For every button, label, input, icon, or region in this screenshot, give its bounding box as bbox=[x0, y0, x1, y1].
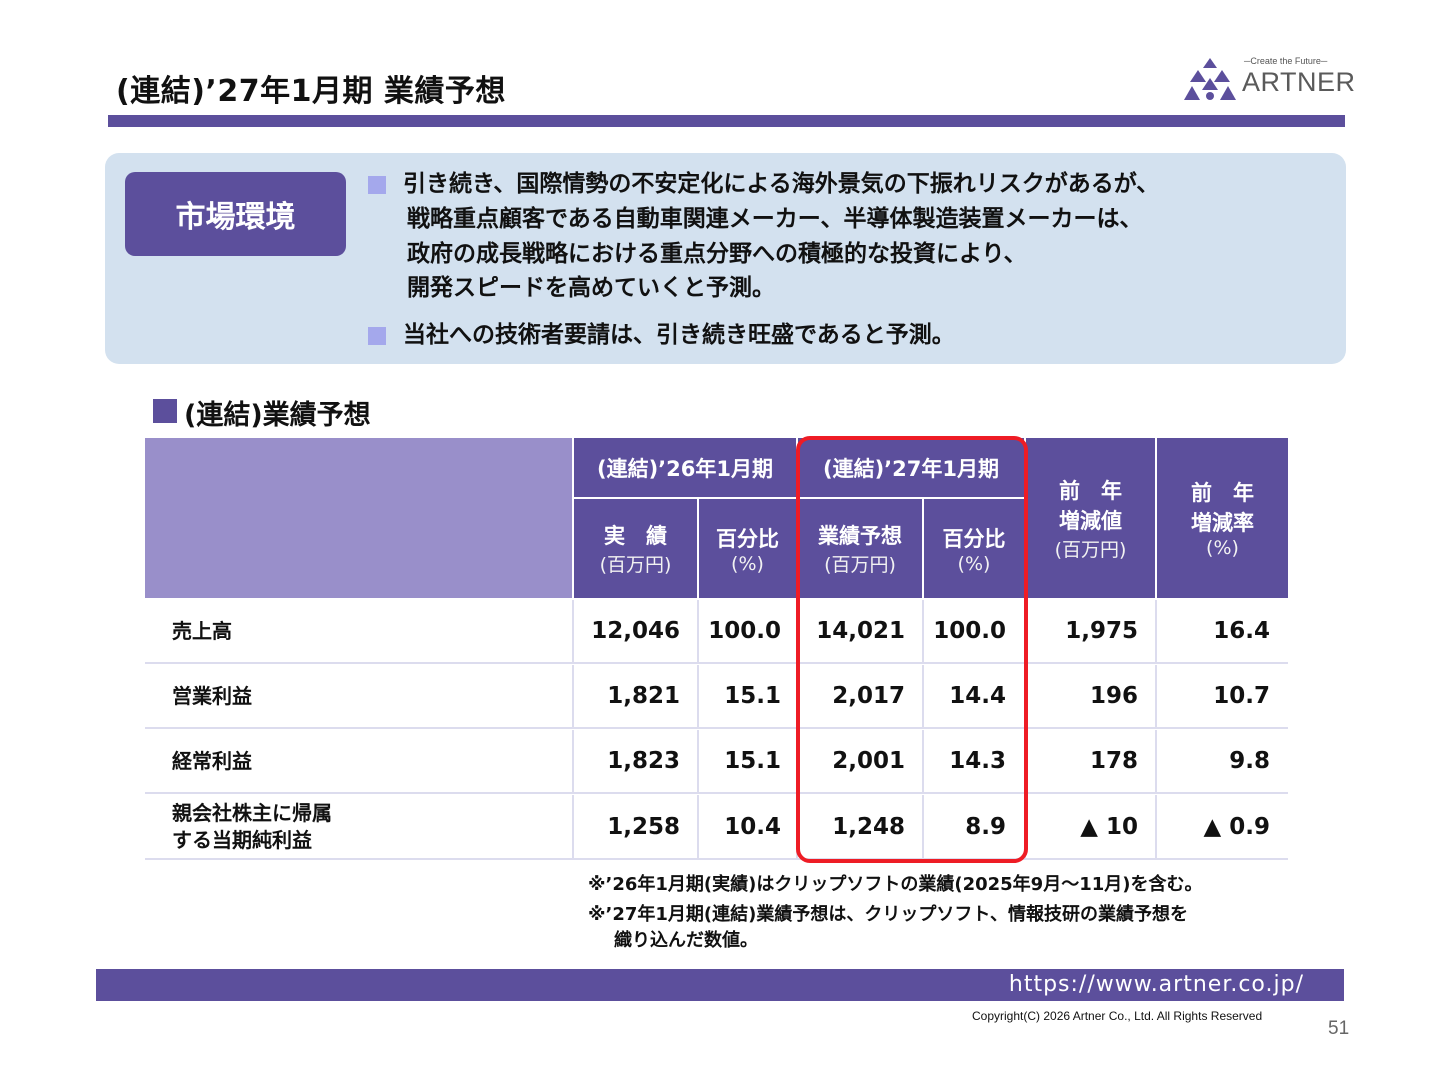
col-actual-label: 実 績 bbox=[604, 524, 667, 548]
cell-yoy-value: 1,975 bbox=[1065, 618, 1138, 644]
artner-logo-icon bbox=[1184, 58, 1236, 100]
col-yoy-value: 前 年 増減値 (百万円) bbox=[1026, 438, 1155, 598]
table-row-operating-profit: 営業利益 1,821 15.1 2,017 14.4 196 10.7 bbox=[145, 665, 1288, 729]
col-group-fy27-label: (連結)’27年1月期 bbox=[822, 456, 999, 481]
table-row-sales: 売上高 12,046 100.0 14,021 100.0 1,975 16.4 bbox=[145, 600, 1288, 664]
section-square-icon bbox=[153, 399, 177, 423]
title-underline bbox=[108, 115, 1345, 127]
cell-actual: 1,823 bbox=[607, 748, 680, 774]
copyright: Copyright(C) 2026 Artner Co., Ltd. All R… bbox=[972, 1009, 1263, 1023]
row-label: 営業利益 bbox=[145, 665, 572, 727]
cell-forecast: 14,021 bbox=[816, 618, 905, 644]
note-2-continued: 織り込んだ数値。 bbox=[614, 930, 758, 951]
col-yoy-rate-line1: 前 年 bbox=[1191, 481, 1254, 505]
market-environment-label: 市場環境 bbox=[125, 172, 346, 256]
col-ratio-fy26: 百分比 (%) bbox=[699, 499, 796, 598]
cell-forecast: 2,017 bbox=[832, 683, 905, 709]
col-forecast-label: 業績予想 bbox=[818, 524, 902, 548]
col-yoy-value-line2: 増減値 bbox=[1059, 508, 1122, 533]
cell-ratio-fy27: 14.4 bbox=[949, 683, 1006, 709]
logo-tagline: ─Create the Future─ bbox=[1244, 56, 1328, 66]
cell-ratio-fy27: 14.3 bbox=[949, 748, 1006, 774]
cell-yoy-value: 196 bbox=[1089, 683, 1138, 709]
cell-yoy-value: 178 bbox=[1089, 748, 1138, 774]
table-row-ordinary-profit: 経常利益 1,823 15.1 2,001 14.3 178 9.8 bbox=[145, 730, 1288, 794]
col-forecast-unit: (百万円) bbox=[824, 554, 896, 576]
note-2: ※’27年1月期(連結)業績予想は、クリップソフト、情報技研の業績予想を bbox=[588, 904, 1189, 925]
market-bullet-1-line-4: 開発スピードを高めていくと予測。 bbox=[407, 275, 775, 301]
cell-yoy-value: ▲ 10 bbox=[1080, 813, 1138, 840]
cell-actual: 1,258 bbox=[607, 813, 680, 840]
forecast-highlight-frame bbox=[796, 436, 1028, 863]
col-ratio-fy27-unit: (%) bbox=[957, 552, 991, 575]
row-label: 親会社株主に帰属 する当期純利益 bbox=[145, 795, 572, 858]
cell-yoy-rate: 9.8 bbox=[1229, 748, 1270, 774]
cell-yoy-rate: ▲ 0.9 bbox=[1203, 813, 1270, 840]
cell-yoy-rate: 16.4 bbox=[1213, 618, 1270, 644]
col-ratio-fy27-label: 百分比 bbox=[942, 526, 1006, 551]
col-yoy-value-line1: 前 年 bbox=[1059, 478, 1122, 503]
page-number: 51 bbox=[1328, 1018, 1350, 1039]
company-logo: ─Create the Future─ ARTNER bbox=[1184, 56, 1355, 104]
col-group-fy27: (連結)’27年1月期 bbox=[798, 438, 1024, 497]
row-label-text: 営業利益 bbox=[172, 683, 252, 708]
cell-forecast: 2,001 bbox=[832, 748, 905, 774]
col-group-fy26-label: (連結)’26年1月期 bbox=[596, 456, 773, 481]
cell-ratio-fy27: 8.9 bbox=[965, 813, 1006, 840]
cell-ratio-fy26: 100.0 bbox=[708, 618, 781, 644]
logo-name: ARTNER bbox=[1242, 67, 1356, 97]
bullet-square-icon bbox=[368, 176, 386, 194]
note-1: ※’26年1月期(実績)はクリップソフトの業績(2025年9月～11月)を含む。 bbox=[588, 874, 1203, 895]
row-label-line1: 親会社株主に帰属 bbox=[172, 800, 332, 825]
row-label: 経常利益 bbox=[145, 730, 572, 792]
col-ratio-fy26-unit: (%) bbox=[731, 552, 764, 575]
table-header-blank bbox=[145, 438, 572, 598]
cell-ratio-fy26: 10.4 bbox=[724, 813, 781, 840]
footer-url-link[interactable]: https://www.artner.co.jp/ bbox=[1008, 972, 1304, 997]
market-bullet-2: 当社への技術者要請は、引き続き旺盛であると予測。 bbox=[403, 322, 955, 348]
col-group-fy26: (連結)’26年1月期 bbox=[574, 438, 796, 497]
row-label-text: 売上高 bbox=[172, 618, 232, 643]
row-label-line2: する当期純利益 bbox=[172, 827, 312, 852]
bullet-square-icon bbox=[368, 327, 386, 345]
market-bullet-1-line-1: 引き続き、国際情勢の不安定化による海外景気の下振れリスクがあるが、 bbox=[403, 171, 1160, 197]
col-yoy-rate-line2: 増減率 bbox=[1191, 511, 1254, 535]
cell-ratio-fy26: 15.1 bbox=[724, 748, 781, 774]
market-bullet-1-line-2: 戦略重点顧客である自動車関連メーカー、半導体製造装置メーカーは、 bbox=[407, 206, 1143, 232]
col-actual-unit: (百万円) bbox=[599, 554, 672, 576]
market-bullet-1-line-3: 政府の成長戦略における重点分野への積極的な投資により、 bbox=[407, 241, 1027, 267]
cell-forecast: 1,248 bbox=[832, 813, 905, 840]
footer-bar: https://www.artner.co.jp/ bbox=[96, 969, 1344, 1001]
cell-ratio-fy26: 15.1 bbox=[724, 683, 781, 709]
section-title: (連結)業績予想 bbox=[184, 400, 371, 431]
col-ratio-fy26-label: 百分比 bbox=[716, 526, 779, 551]
col-yoy-value-unit: (百万円) bbox=[1054, 538, 1127, 561]
col-ratio-fy27: 百分比 (%) bbox=[924, 499, 1024, 598]
cell-ratio-fy27: 100.0 bbox=[933, 618, 1006, 644]
col-yoy-rate: 前 年 増減率 (%) bbox=[1157, 438, 1288, 598]
table-row-net-income: 親会社株主に帰属 する当期純利益 1,258 10.4 1,248 8.9 ▲ … bbox=[145, 795, 1288, 860]
col-yoy-rate-unit: (%) bbox=[1206, 537, 1239, 559]
row-label: 売上高 bbox=[145, 600, 572, 662]
cell-actual: 1,821 bbox=[607, 683, 680, 709]
cell-actual: 12,046 bbox=[591, 618, 680, 644]
row-label-text: 経常利益 bbox=[172, 748, 252, 773]
cell-yoy-rate: 10.7 bbox=[1213, 683, 1270, 709]
col-forecast: 業績予想 (百万円) bbox=[798, 499, 922, 598]
page-title: (連結)’27年1月期 業績予想 bbox=[116, 74, 506, 109]
col-actual: 実 績 (百万円) bbox=[574, 499, 697, 598]
